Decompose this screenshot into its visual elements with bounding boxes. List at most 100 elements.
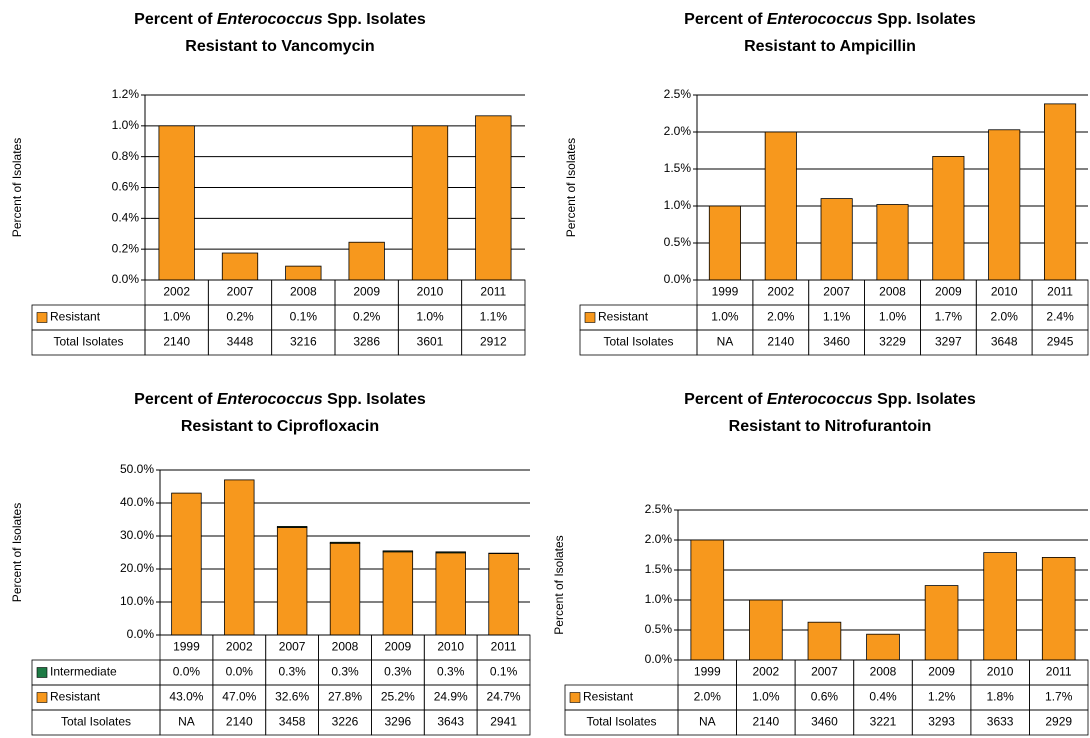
table-value: 0.1% [490, 665, 518, 679]
table-value: NA [699, 715, 716, 729]
title-part: Percent of [134, 11, 217, 28]
table-value: 3643 [437, 715, 464, 729]
bar [866, 633, 900, 661]
y-tick-label: 2.0% [645, 532, 673, 546]
title-part: Enterococcus [767, 391, 873, 408]
title-part: Percent of [134, 391, 217, 408]
table-value: 2941 [490, 715, 517, 729]
bar [411, 125, 449, 281]
table-value: 1.0% [416, 310, 444, 324]
table-row-label: Total Isolates [586, 715, 656, 729]
title-part: Enterococcus [217, 391, 323, 408]
y-tick-label: 2.5% [664, 87, 692, 101]
table-value: 3648 [991, 335, 1018, 349]
table-value: 0.0% [226, 665, 254, 679]
legend-label: Resistant [50, 690, 101, 704]
table-value: NA [717, 335, 734, 349]
x-tick-label: 2008 [290, 285, 317, 299]
x-tick-label: 2008 [870, 665, 897, 679]
x-tick-label: 2010 [417, 285, 444, 299]
table-cell [461, 329, 526, 356]
table-value: 0.6% [811, 690, 839, 704]
x-tick-label: 2009 [935, 285, 962, 299]
table-value: 3633 [987, 715, 1014, 729]
chart-title: Percent of Enterococcus Spp. Isolates [134, 11, 426, 28]
x-tick-label: 2007 [227, 285, 254, 299]
bar [708, 205, 741, 281]
table-value: 24.9% [434, 690, 468, 704]
table-value: NA [178, 715, 195, 729]
y-tick-label: 0.6% [112, 180, 140, 194]
table-value: 47.0% [222, 690, 256, 704]
bar [988, 129, 1021, 281]
bar [1044, 103, 1077, 281]
title-part: Spp. Isolates [323, 391, 426, 408]
table-value: 25.2% [381, 690, 415, 704]
bar [158, 125, 195, 281]
table-cell [579, 329, 698, 356]
bar [276, 527, 308, 636]
legend-swatch [36, 692, 48, 703]
table-value: 1.1% [823, 310, 851, 324]
chart-title: Percent of Enterococcus Spp. Isolates [684, 391, 976, 408]
title-part: Enterococcus [767, 11, 873, 28]
table-value: 2945 [1047, 335, 1074, 349]
y-axis-label: Percent of Isolates [564, 138, 578, 237]
table-value: 3296 [385, 715, 412, 729]
table-value: 0.4% [869, 690, 897, 704]
y-tick-label: 0.2% [112, 241, 140, 255]
table-value: 1.8% [986, 690, 1014, 704]
chart-subtitle: Resistant to Vancomycin [185, 38, 374, 55]
table-value: 27.8% [328, 690, 362, 704]
x-tick-label: 2007 [823, 285, 850, 299]
x-tick-label: 2009 [385, 640, 412, 654]
y-tick-label: 0.5% [664, 235, 692, 249]
table-value: 2.0% [767, 310, 795, 324]
y-axis-label: Percent of Isolates [10, 503, 24, 602]
legend-swatch [569, 692, 581, 703]
y-tick-label: 0.4% [112, 211, 140, 225]
x-tick-label: 2009 [353, 285, 380, 299]
bar [382, 550, 414, 553]
table-value: 3286 [353, 335, 380, 349]
title-part: Spp. Isolates [873, 11, 976, 28]
table-value: 2929 [1045, 715, 1072, 729]
x-tick-label: 2011 [1046, 665, 1072, 679]
y-tick-label: 10.0% [120, 594, 154, 608]
chart-subtitle: Resistant to Ampicillin [744, 38, 916, 55]
bar [224, 479, 255, 636]
bar [329, 541, 361, 544]
x-tick-label: 2002 [767, 285, 794, 299]
bar [764, 131, 797, 281]
table-value: 0.2% [226, 310, 254, 324]
chart-subtitle: Resistant to Ciprofloxacin [181, 418, 379, 435]
table-row-label: Total Isolates [61, 715, 131, 729]
x-tick-label: 2009 [928, 665, 955, 679]
chart-title: Percent of Enterococcus Spp. Isolates [684, 11, 976, 28]
table-cell [1031, 329, 1089, 356]
title-part: Percent of [684, 391, 767, 408]
table-value: 2.0% [694, 690, 722, 704]
y-tick-label: 1.5% [664, 161, 692, 175]
y-tick-label: 0.0% [127, 627, 155, 641]
table-cell [31, 329, 146, 356]
table-value: 3601 [417, 335, 444, 349]
bar [276, 526, 308, 528]
legend-swatch [36, 667, 48, 678]
table-value: 2140 [226, 715, 253, 729]
bar [435, 551, 466, 554]
table-value: 1.7% [935, 310, 963, 324]
chart-subtitle: Resistant to Nitrofurantoin [729, 418, 932, 435]
table-value: 1.0% [879, 310, 907, 324]
table-value: 2912 [480, 335, 507, 349]
y-tick-label: 1.5% [645, 562, 673, 576]
table-value: 3460 [811, 715, 838, 729]
y-tick-label: 1.0% [664, 198, 692, 212]
y-tick-label: 2.0% [664, 124, 692, 138]
bar [932, 156, 965, 281]
bar [382, 551, 414, 636]
bar [1041, 557, 1076, 661]
bar [820, 198, 853, 281]
bar [807, 621, 842, 661]
